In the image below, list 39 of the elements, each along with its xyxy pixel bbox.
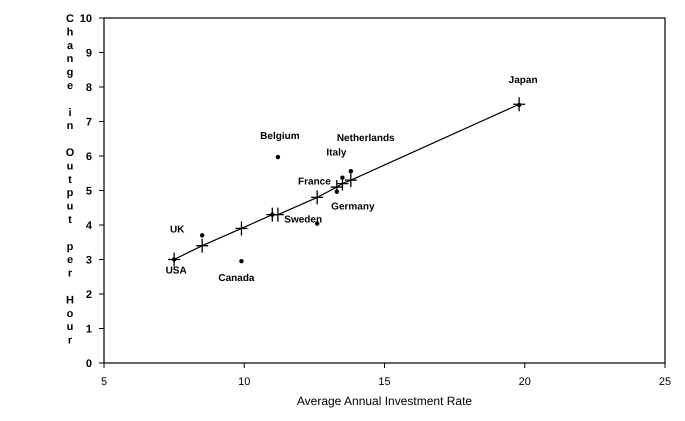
annotation: Netherlands [336, 133, 396, 144]
y-tick-label: 5 [86, 185, 92, 198]
y-tick-label: 10 [80, 12, 92, 25]
annotation: Belgium [260, 131, 300, 142]
annotation: France [298, 176, 332, 188]
point [344, 172, 358, 188]
y-tick-label: 3 [86, 254, 92, 266]
x-tick-label: 20 [518, 376, 531, 388]
point [348, 168, 354, 174]
y-tick-label: 1 [86, 323, 92, 336]
y-tick-label: 0 [86, 358, 92, 370]
point [330, 179, 344, 195]
y-tick-label: 2 [86, 288, 92, 301]
point [239, 259, 244, 264]
x-tick-label: 5 [100, 376, 108, 388]
point [310, 190, 324, 206]
annotation: Canada [218, 273, 255, 284]
annotation: Sweden [284, 214, 322, 226]
x-tick-label: 10 [238, 376, 250, 388]
annotation: Germany [331, 202, 375, 213]
y-tick-label: 4 [86, 220, 93, 232]
x-axis-title: Average Annual Investment Rate [296, 394, 472, 408]
point [200, 233, 204, 238]
x-tick-label: 15 [378, 376, 391, 388]
text: Change in Output per Hour [66, 13, 74, 347]
point [276, 154, 280, 160]
point [196, 238, 209, 254]
point [234, 220, 248, 236]
x-tick-label: 25 [658, 376, 672, 388]
annotation: UK [170, 224, 186, 236]
y-tick-label: 6 [86, 150, 92, 163]
y-tick-label: 7 [86, 116, 92, 128]
annotation: Italy [326, 148, 347, 159]
y-tick-label: 8 [86, 82, 92, 94]
point [167, 252, 181, 268]
annotation: Japan [508, 74, 538, 86]
point [512, 96, 526, 112]
y-tick-label: 9 [86, 47, 92, 60]
annotation: USA [166, 266, 187, 276]
